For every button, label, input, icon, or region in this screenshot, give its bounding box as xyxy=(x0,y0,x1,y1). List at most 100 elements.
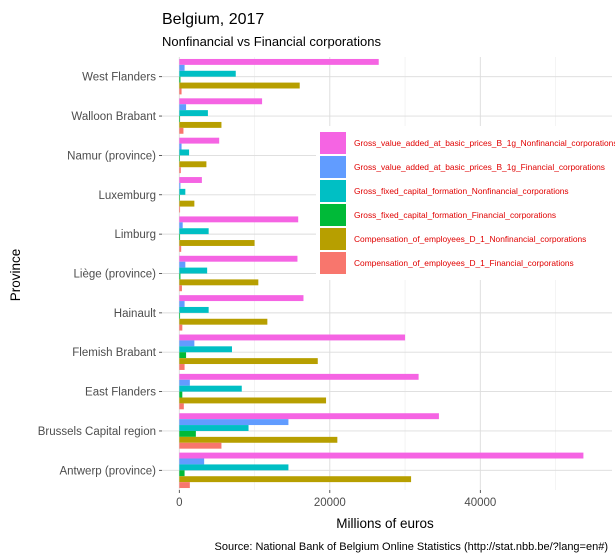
legend-key xyxy=(320,156,346,178)
bar xyxy=(179,121,222,128)
legend-key xyxy=(320,132,346,154)
bar xyxy=(179,82,300,89)
bar xyxy=(179,358,318,365)
bar xyxy=(179,324,183,331)
bar xyxy=(179,273,181,280)
bar xyxy=(179,206,181,213)
y-axis-ticks: West Flanders Walloon Brabant Namur (provi… xyxy=(38,72,162,477)
bar xyxy=(179,295,304,302)
bar xyxy=(179,279,259,286)
chart-caption: Source: National Bank of Belgium Online … xyxy=(215,541,608,553)
bar xyxy=(179,476,412,483)
bar xyxy=(179,267,208,274)
bar xyxy=(179,452,584,459)
bar xyxy=(179,379,190,386)
legend-key xyxy=(320,204,346,226)
bar xyxy=(179,98,263,105)
y-tick-label: Brussels Capital region xyxy=(38,426,156,438)
legend-label: Compensation_of_employees_D_1_Financial_… xyxy=(354,258,574,268)
bar xyxy=(179,318,268,325)
bar xyxy=(179,340,195,347)
bar xyxy=(179,240,255,246)
legend-label: Gross_value_added_at_basic_prices_B_1g_F… xyxy=(354,162,605,172)
chart-title: Belgium, 2017 xyxy=(162,11,264,28)
bar xyxy=(179,346,232,353)
bar xyxy=(179,58,379,65)
bar xyxy=(179,76,181,83)
bar xyxy=(179,391,183,398)
bar xyxy=(179,104,187,111)
chart-subtitle: Nonfinancial vs Financial corporations xyxy=(162,34,381,49)
x-axis-ticks: 0 20000 40000 xyxy=(176,490,496,509)
y-tick-label: Limburg xyxy=(114,229,156,241)
legend: Gross_value_added_at_basic_prices_B_1g_N… xyxy=(316,126,615,280)
bar xyxy=(179,245,182,252)
bar xyxy=(179,470,185,477)
bar xyxy=(179,436,338,443)
bar xyxy=(179,116,181,122)
y-tick-label: Liège (province) xyxy=(74,269,157,281)
y-tick-label: Flemish Brabant xyxy=(72,347,157,359)
bar xyxy=(179,149,190,156)
bar xyxy=(179,312,181,319)
bar xyxy=(179,216,299,223)
bar xyxy=(179,177,202,183)
legend-label: Compensation_of_employees_D_1_Nonfinanci… xyxy=(354,234,586,244)
x-tick-label: 0 xyxy=(176,497,182,509)
bar xyxy=(179,419,289,426)
bar xyxy=(179,222,183,229)
legend-label: Gross_fixed_capital_formation_Financial_… xyxy=(354,210,556,220)
bar xyxy=(179,155,180,162)
y-tick-label: Luxemburg xyxy=(98,190,156,202)
legend-key xyxy=(320,252,346,274)
bar xyxy=(179,373,419,380)
bar xyxy=(179,64,185,71)
legend-key xyxy=(320,180,346,202)
bar xyxy=(179,200,195,207)
bar xyxy=(179,442,222,449)
x-axis-title: Millions of euros xyxy=(336,516,434,531)
y-tick-label: Walloon Brabant xyxy=(71,111,156,123)
bar xyxy=(179,182,181,189)
y-tick-label: Antwerp (province) xyxy=(59,465,156,477)
bar xyxy=(179,425,249,431)
bar xyxy=(179,127,184,134)
x-tick-label: 40000 xyxy=(464,497,496,509)
bar xyxy=(179,301,185,307)
bar xyxy=(179,143,182,150)
bar xyxy=(179,352,187,359)
x-tick-label: 20000 xyxy=(314,497,346,509)
bar xyxy=(179,234,181,241)
bar xyxy=(179,88,182,95)
bar xyxy=(179,385,242,392)
bar xyxy=(179,255,298,262)
bar xyxy=(179,464,289,471)
y-tick-label: Namur (province) xyxy=(67,150,156,162)
y-tick-label: West Flanders xyxy=(82,72,156,84)
bar xyxy=(179,194,180,201)
bar xyxy=(179,188,186,195)
bar xyxy=(179,482,190,489)
bar xyxy=(179,167,181,174)
bar xyxy=(179,110,208,117)
y-tick-label: East Flanders xyxy=(85,387,156,399)
y-tick-label: Hainault xyxy=(114,308,157,320)
bar xyxy=(179,70,236,77)
legend-label: Gross_value_added_at_basic_prices_B_1g_N… xyxy=(354,138,615,148)
legend-background xyxy=(316,126,615,280)
bar xyxy=(179,397,327,404)
legend-label: Gross_fixed_capital_formation_Nonfinanci… xyxy=(354,186,569,196)
y-axis-title: Province xyxy=(8,249,23,302)
bar xyxy=(179,137,220,144)
bars xyxy=(179,58,584,489)
bar xyxy=(179,306,209,313)
bar xyxy=(179,161,207,168)
legend-key xyxy=(320,228,346,250)
bar xyxy=(179,364,185,370)
bar xyxy=(179,334,406,341)
bar xyxy=(179,458,205,465)
bar xyxy=(179,228,209,235)
bar xyxy=(179,403,184,410)
bar xyxy=(179,430,196,437)
